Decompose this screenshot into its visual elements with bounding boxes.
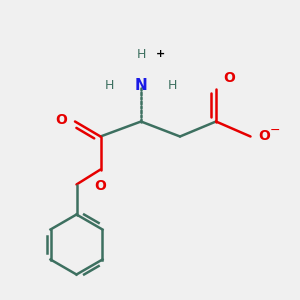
Text: +: +: [156, 49, 165, 59]
Text: O: O: [224, 71, 236, 85]
Text: N: N: [135, 78, 147, 93]
Text: O: O: [94, 178, 106, 193]
Text: H: H: [105, 79, 114, 92]
Text: O: O: [258, 130, 270, 143]
Text: O: O: [56, 113, 68, 127]
Text: H: H: [168, 79, 177, 92]
Text: H: H: [136, 47, 146, 61]
Text: −: −: [270, 124, 280, 137]
